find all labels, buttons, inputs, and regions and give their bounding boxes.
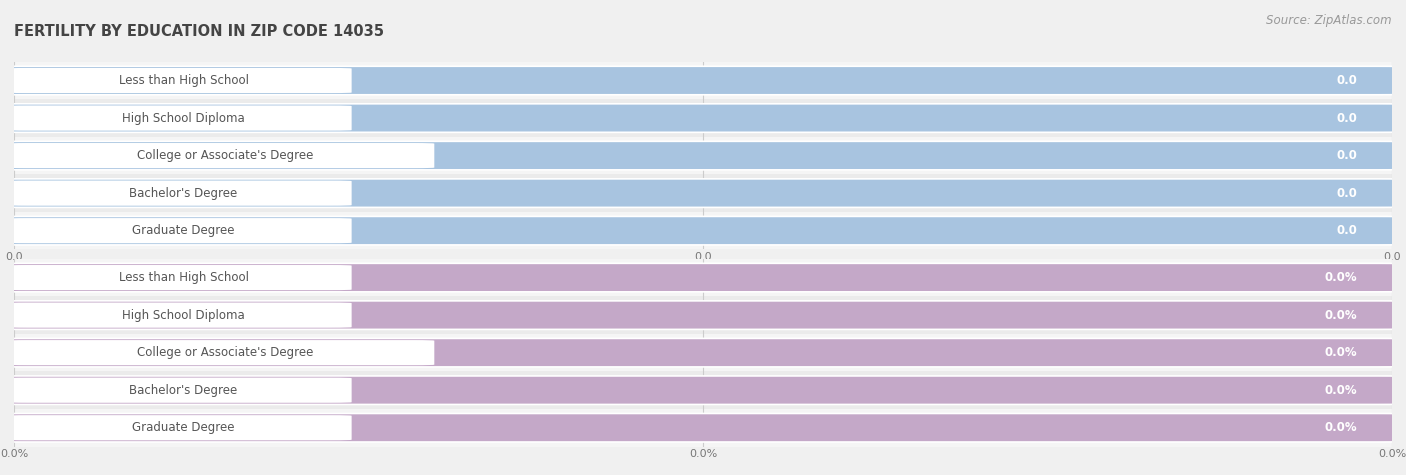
Text: Graduate Degree: Graduate Degree xyxy=(132,224,235,237)
Bar xyxy=(14,99,1392,137)
Text: High School Diploma: High School Diploma xyxy=(122,112,245,124)
Bar xyxy=(14,371,1392,409)
Bar xyxy=(14,409,1392,446)
Text: College or Associate's Degree: College or Associate's Degree xyxy=(136,346,314,359)
FancyBboxPatch shape xyxy=(0,66,1406,95)
Text: FERTILITY BY EDUCATION IN ZIP CODE 14035: FERTILITY BY EDUCATION IN ZIP CODE 14035 xyxy=(14,24,384,39)
Text: 0.0: 0.0 xyxy=(1337,224,1358,237)
Text: Source: ZipAtlas.com: Source: ZipAtlas.com xyxy=(1267,14,1392,27)
Text: 0.0: 0.0 xyxy=(1337,187,1358,200)
Text: High School Diploma: High School Diploma xyxy=(122,309,245,322)
Bar xyxy=(14,137,1392,174)
Text: 0.0: 0.0 xyxy=(1337,149,1358,162)
Bar xyxy=(14,334,1392,371)
Text: College or Associate's Degree: College or Associate's Degree xyxy=(136,149,314,162)
Text: Bachelor's Degree: Bachelor's Degree xyxy=(129,384,238,397)
FancyBboxPatch shape xyxy=(7,378,351,403)
Text: 0.0: 0.0 xyxy=(1337,112,1358,124)
Text: Less than High School: Less than High School xyxy=(118,74,249,87)
Text: Bachelor's Degree: Bachelor's Degree xyxy=(129,187,238,200)
Text: Less than High School: Less than High School xyxy=(118,271,249,284)
Text: 0.0: 0.0 xyxy=(1337,74,1358,87)
FancyBboxPatch shape xyxy=(7,143,434,168)
FancyBboxPatch shape xyxy=(7,265,351,290)
Text: 0.0%: 0.0% xyxy=(1324,346,1358,359)
Text: 0.0%: 0.0% xyxy=(1324,384,1358,397)
FancyBboxPatch shape xyxy=(7,415,351,440)
Bar xyxy=(14,212,1392,249)
Bar xyxy=(14,62,1392,99)
Bar xyxy=(14,174,1392,212)
FancyBboxPatch shape xyxy=(7,303,351,328)
FancyBboxPatch shape xyxy=(7,68,351,93)
FancyBboxPatch shape xyxy=(0,301,1406,329)
FancyBboxPatch shape xyxy=(7,105,351,131)
Bar xyxy=(14,296,1392,334)
FancyBboxPatch shape xyxy=(0,104,1406,133)
Text: 0.0%: 0.0% xyxy=(1324,271,1358,284)
Text: Graduate Degree: Graduate Degree xyxy=(132,421,235,434)
FancyBboxPatch shape xyxy=(0,338,1406,367)
FancyBboxPatch shape xyxy=(7,180,351,206)
FancyBboxPatch shape xyxy=(0,263,1406,292)
Text: 0.0%: 0.0% xyxy=(1324,309,1358,322)
Bar xyxy=(14,259,1392,296)
FancyBboxPatch shape xyxy=(0,413,1406,442)
FancyBboxPatch shape xyxy=(0,179,1406,208)
FancyBboxPatch shape xyxy=(7,218,351,243)
FancyBboxPatch shape xyxy=(0,217,1406,245)
FancyBboxPatch shape xyxy=(0,142,1406,170)
FancyBboxPatch shape xyxy=(7,340,434,365)
FancyBboxPatch shape xyxy=(0,376,1406,404)
Text: 0.0%: 0.0% xyxy=(1324,421,1358,434)
